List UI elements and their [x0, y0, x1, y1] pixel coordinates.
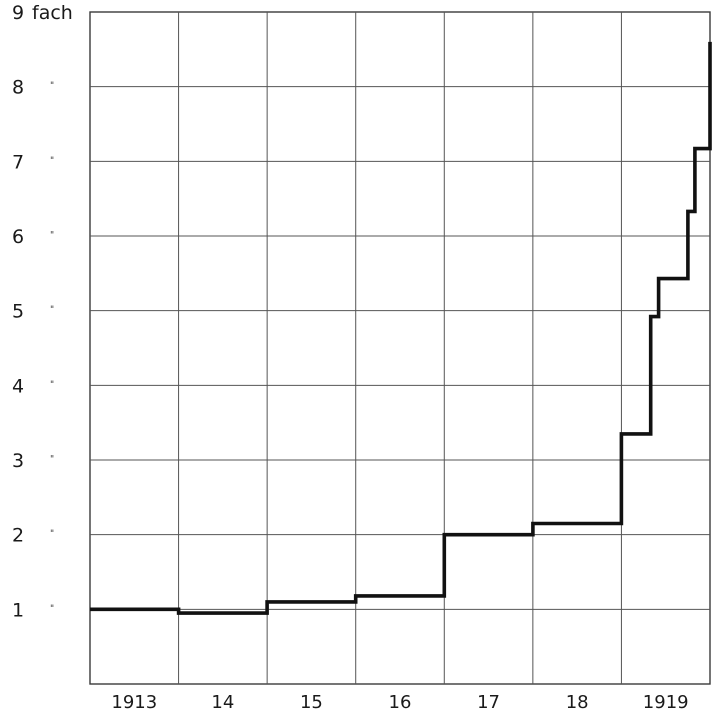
y-tick-label: 1 — [12, 599, 24, 621]
y-tick-label: 8 — [12, 77, 24, 99]
y-ditto-mark: " — [50, 380, 54, 390]
x-axis-ticks: 1913 14 15 16 17 18 1919 — [111, 692, 688, 713]
y-tick-label: 4 — [12, 375, 24, 397]
y-axis-ticks: 1 " 2 " 3 " 4 " 5 " 6 " 7 " 8 " 9 fach — [12, 2, 73, 621]
y-tick-label: 7 — [12, 151, 24, 173]
plot-frame — [89, 11, 711, 685]
y-tick-label: 3 — [12, 450, 24, 472]
y-ditto-mark: " — [50, 156, 54, 166]
x-tick-label: 18 — [566, 692, 589, 713]
y-ditto-mark: " — [50, 604, 54, 614]
y-tick-label: 5 — [12, 301, 24, 323]
y-ditto-mark: " — [50, 306, 54, 316]
x-tick-label: 15 — [300, 692, 323, 713]
y-tick-label: 9 — [12, 2, 24, 24]
y-ditto-mark: " — [50, 455, 54, 465]
y-tick-label: 2 — [12, 525, 24, 547]
y-unit-label: fach — [32, 2, 73, 24]
x-tick-label: 1913 — [111, 692, 157, 713]
x-tick-label: 17 — [477, 692, 500, 713]
x-tick-label: 14 — [211, 692, 234, 713]
y-ditto-mark: " — [50, 530, 54, 540]
y-ditto-mark: " — [50, 231, 54, 241]
y-tick-label: 6 — [12, 226, 24, 248]
series-line — [90, 41, 712, 615]
y-ditto-mark: " — [50, 82, 54, 92]
chart-grid — [89, 11, 711, 685]
chart-series — [90, 41, 712, 615]
x-tick-label: 16 — [389, 692, 412, 713]
x-tick-label: 1919 — [643, 692, 689, 713]
